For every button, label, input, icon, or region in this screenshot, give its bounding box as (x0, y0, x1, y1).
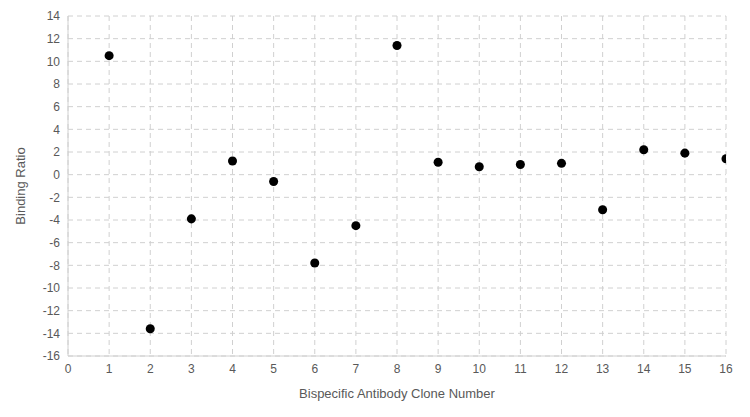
svg-text:4: 4 (229, 362, 236, 376)
svg-text:-14: -14 (43, 327, 61, 341)
svg-text:0: 0 (65, 362, 72, 376)
svg-text:Binding Ratio: Binding Ratio (13, 147, 28, 224)
svg-text:10: 10 (473, 362, 487, 376)
svg-text:-10: -10 (43, 281, 61, 295)
svg-text:-16: -16 (43, 349, 61, 363)
svg-text:2: 2 (53, 145, 60, 159)
svg-text:14: 14 (47, 9, 61, 23)
svg-text:4: 4 (53, 123, 60, 137)
svg-text:3: 3 (188, 362, 195, 376)
svg-text:12: 12 (555, 362, 569, 376)
svg-text:11: 11 (514, 362, 527, 376)
svg-text:6: 6 (311, 362, 318, 376)
svg-text:-12: -12 (43, 304, 61, 318)
svg-text:0: 0 (53, 168, 60, 182)
svg-text:9: 9 (435, 362, 442, 376)
svg-text:-4: -4 (49, 213, 60, 227)
svg-text:2: 2 (147, 362, 154, 376)
svg-text:8: 8 (394, 362, 401, 376)
svg-text:15: 15 (678, 362, 692, 376)
svg-text:-2: -2 (49, 191, 60, 205)
svg-text:6: 6 (53, 100, 60, 114)
svg-text:13: 13 (596, 362, 610, 376)
svg-text:1: 1 (106, 362, 113, 376)
svg-text:-6: -6 (49, 236, 60, 250)
svg-text:10: 10 (47, 55, 61, 69)
svg-text:16: 16 (719, 362, 733, 376)
svg-text:Bispecific Antibody Clone Numb: Bispecific Antibody Clone Number (299, 386, 495, 401)
svg-text:-8: -8 (49, 259, 60, 273)
svg-text:12: 12 (47, 32, 61, 46)
svg-text:14: 14 (637, 362, 651, 376)
svg-text:7: 7 (353, 362, 360, 376)
svg-text:8: 8 (53, 77, 60, 91)
svg-text:5: 5 (270, 362, 277, 376)
